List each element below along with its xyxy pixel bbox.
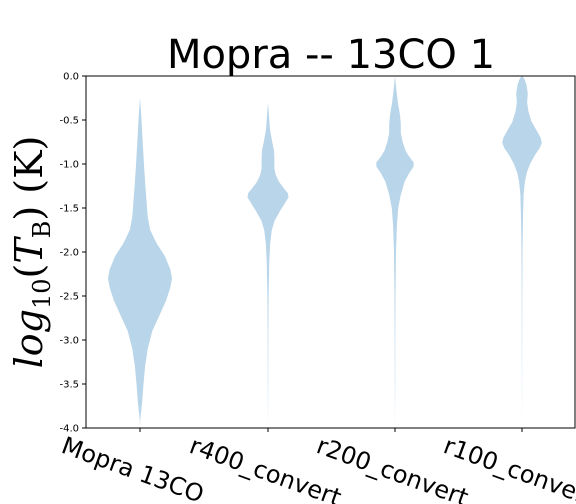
chart-title: Mopra -- 13CO 1 <box>167 32 495 78</box>
violin-r400-convert <box>247 102 289 429</box>
y-tick-label: -3.5 <box>59 380 79 391</box>
x-tick-label-mopra-13co: Mopra 13CO <box>58 431 208 504</box>
plot-frame <box>85 75 576 429</box>
y-tick-label: -1.0 <box>59 160 79 171</box>
y-tick-label: -1.5 <box>59 204 79 215</box>
y-tick-label: -0.5 <box>59 116 79 127</box>
ylabel-close: ) (K) <box>7 136 51 221</box>
ylabel-log: log <box>7 309 51 368</box>
violins <box>108 76 542 429</box>
ylabel-open: ( <box>7 264 51 279</box>
violin-r100-convert <box>502 76 542 428</box>
ylabel-sub: 10 <box>28 278 56 309</box>
x-axis: Mopra 13COr400_convertr200_convertr100_c… <box>58 428 576 504</box>
y-tick-label: -4.0 <box>59 424 79 435</box>
y-tick-label: 0.0 <box>63 72 79 83</box>
y-tick-label: -2.5 <box>59 292 79 303</box>
violin-mopra-13co <box>108 98 172 428</box>
y-tick-label: -2.0 <box>59 248 79 259</box>
violin-r200-convert <box>376 76 414 428</box>
y-axis: 0.0 -0.5 -1.0 -1.5 -2.0 -2.5 -3.0 -3.5 -4.0 <box>59 72 86 435</box>
ylabel-varsub: B <box>28 221 56 239</box>
ylabel-var: T <box>7 236 51 264</box>
y-axis-label: log10(TB) (K) <box>7 136 56 369</box>
y-tick-label: -3.0 <box>59 336 79 347</box>
